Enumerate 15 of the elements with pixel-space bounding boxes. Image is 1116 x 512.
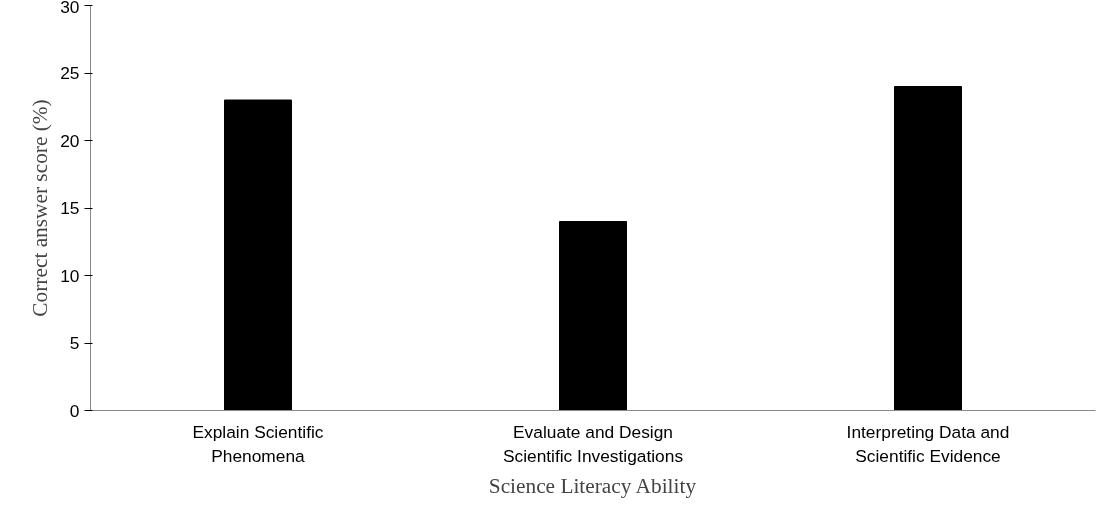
y-tick-label: 30 — [60, 0, 80, 17]
x-axis-title: Science Literacy Ability — [488, 473, 697, 498]
y-tick-label: 10 — [60, 265, 80, 286]
x-tick-label: Explain Scientific Phenomena — [192, 421, 324, 466]
y-tick-label: 0 — [69, 400, 80, 421]
y-tick-label: 20 — [60, 130, 80, 151]
bar — [224, 99, 292, 411]
bar — [559, 221, 627, 411]
y-tick-label: 5 — [69, 333, 80, 353]
x-tick-label: Evaluate and Design Scientific Investigations — [502, 421, 684, 466]
bar — [894, 86, 962, 411]
x-tick-label: Interpreting Data and Scientific Evidence — [846, 421, 1010, 466]
y-tick-label: 25 — [60, 63, 80, 83]
y-tick-label: 15 — [60, 198, 80, 218]
y-axis-title: Correct answer score (%) — [28, 99, 53, 317]
